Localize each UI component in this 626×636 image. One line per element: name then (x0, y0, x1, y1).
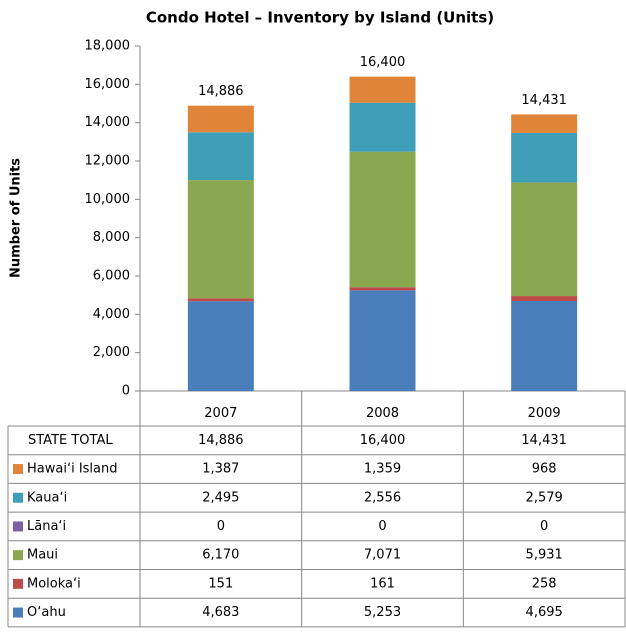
row-label: STATE TOTAL (28, 433, 113, 448)
bar-segment (187, 301, 254, 391)
y-tick-label: 12,000 (85, 154, 131, 169)
table-cell: 2,579 (526, 490, 563, 505)
y-tick-label: 6,000 (93, 269, 130, 284)
total-label: 14,431 (521, 93, 567, 108)
table-cell: 968 (532, 462, 557, 477)
bar-segment (349, 76, 416, 103)
y-tick-label: 4,000 (93, 307, 130, 322)
bar-segment (349, 151, 416, 288)
legend-label: Maui (27, 548, 58, 563)
total-label: 16,400 (360, 55, 406, 70)
total-label: 14,886 (198, 84, 244, 99)
table-cell: 2,495 (202, 490, 239, 505)
legend-label: Lāna‘i (27, 519, 66, 534)
chart-title: Condo Hotel – Inventory by Island (Units… (146, 9, 494, 27)
bar-segment (511, 296, 578, 302)
legend-swatch (13, 607, 23, 618)
x-tick-label: 2008 (366, 406, 399, 421)
y-tick-label: 16,000 (85, 77, 131, 92)
table-cell: 161 (370, 576, 395, 591)
legend-label: Kaua‘i (27, 490, 67, 505)
table-cell: 0 (540, 519, 548, 534)
table-cell: 1,387 (202, 462, 239, 477)
legend-swatch (13, 521, 23, 532)
y-tick-label: 8,000 (93, 230, 130, 245)
legend-label: Hawai‘i Island (27, 462, 118, 477)
table-cell: 5,931 (526, 548, 563, 563)
table-cell: 151 (208, 576, 233, 591)
y-tick-label: 0 (122, 384, 130, 399)
table-cell: 14,886 (198, 433, 244, 448)
table-cell: 0 (378, 519, 386, 534)
bar-segment (349, 287, 416, 291)
table-cell: 7,071 (364, 548, 401, 563)
y-tick-label: 18,000 (85, 39, 131, 54)
x-tick-label: 2007 (204, 406, 237, 421)
bar-segment (187, 105, 254, 133)
table-cell: 16,400 (360, 433, 406, 448)
table-cell: 4,695 (526, 605, 563, 620)
table-cell: 4,683 (202, 605, 239, 620)
bar-segment (511, 132, 578, 183)
bar-segment (511, 114, 578, 133)
y-tick-label: 14,000 (85, 115, 131, 130)
bar-segment (187, 180, 254, 299)
legend-swatch (13, 578, 23, 589)
table-cell: 14,431 (521, 433, 567, 448)
legend-label: Moloka‘i (27, 576, 81, 591)
bar-segment (187, 298, 254, 302)
bar-segment (349, 102, 416, 152)
bar-segment (187, 132, 254, 181)
legend-label: O‘ahu (27, 605, 66, 620)
table-cell: 5,253 (364, 605, 401, 620)
bar-segment (349, 290, 416, 391)
legend-swatch (13, 464, 23, 475)
table-cell: 6,170 (202, 548, 239, 563)
bar-segment (511, 182, 578, 297)
table-cell: 258 (532, 576, 557, 591)
bar-segment (511, 301, 578, 391)
y-axis-label: Number of Units (9, 158, 24, 278)
table-cell: 2,556 (364, 490, 401, 505)
table-cell: 0 (217, 519, 225, 534)
legend-swatch (13, 492, 23, 503)
y-tick-label: 10,000 (85, 192, 131, 207)
x-tick-label: 2009 (528, 406, 561, 421)
table-cell: 1,359 (364, 462, 401, 477)
y-tick-label: 2,000 (93, 345, 130, 360)
legend-swatch (13, 550, 23, 561)
